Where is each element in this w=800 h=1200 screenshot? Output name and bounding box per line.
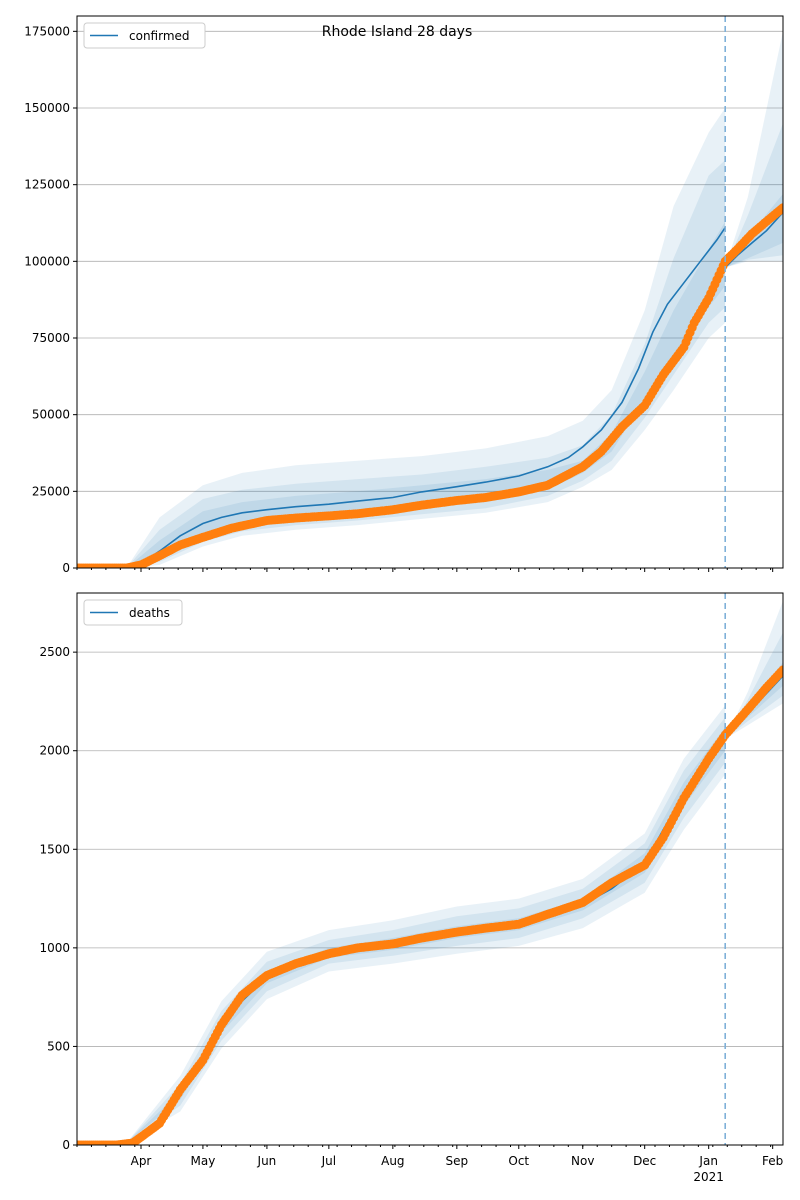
forecast-band: [725, 31, 783, 268]
x-tick-label: Aug: [381, 1154, 404, 1168]
chart-title: Rhode Island 28 days: [322, 24, 473, 40]
y-tick-label: 25000: [32, 484, 70, 498]
x-tick-label: Sep: [446, 1154, 469, 1168]
y-tick-label: 50000: [32, 408, 70, 422]
legend-box: [83, 22, 206, 49]
axes-frame: [76, 592, 784, 1146]
confirmed-panel: 0 25000 50000 75000 100000 125000 150000 175000…: [24, 15, 784, 575]
forecast-band: [725, 123, 783, 268]
legend-box: [83, 599, 183, 626]
forecast-line: [724, 211, 783, 269]
axes-frame: [76, 15, 784, 569]
x-year-label: 2021: [693, 1170, 724, 1184]
y-tick-label: 2500: [39, 645, 70, 659]
observed-points: [77, 665, 783, 1145]
model-line: [77, 227, 726, 568]
deaths-panel: 0 500 1000 1500 2000 2500 Apr May Jun Jul Aug Sep Oc…: [39, 592, 784, 1184]
observed-point: [778, 665, 783, 675]
legend: confirmed: [83, 22, 206, 49]
legend-label: confirmed: [129, 29, 190, 43]
plot-area: [77, 600, 783, 1145]
y-tick-label: 500: [47, 1039, 70, 1053]
legend-label: deaths: [129, 606, 170, 620]
y-tick-label: 0: [62, 1138, 70, 1152]
x-tick-label: Jul: [321, 1154, 336, 1168]
y-tick-label: 75000: [32, 331, 70, 345]
x-tick-label: Dec: [633, 1154, 656, 1168]
observed-point: [778, 203, 783, 213]
y-tick-label: 175000: [24, 24, 70, 38]
y-tick-label: 0: [62, 561, 70, 575]
x-tick-label: Feb: [762, 1154, 783, 1168]
y-tick-label: 100000: [24, 254, 70, 268]
x-tick-label: Jun: [257, 1154, 277, 1168]
uncertainty-band: [126, 717, 726, 1143]
y-tick-label: 2000: [39, 744, 70, 758]
y-tick-label: 150000: [24, 101, 70, 115]
x-tick-label: Apr: [131, 1154, 152, 1168]
plot-area: [77, 31, 783, 568]
x-tick-label: May: [191, 1154, 216, 1168]
uncertainty-band: [126, 705, 726, 1143]
legend: deaths: [83, 599, 183, 626]
x-tick-label: Jan: [698, 1154, 718, 1168]
x-tick-label: Nov: [571, 1154, 594, 1168]
y-tick-label: 1000: [39, 941, 70, 955]
y-tick-label: 125000: [24, 178, 70, 192]
forecast-band: [725, 600, 783, 739]
y-tick-label: 1500: [39, 842, 70, 856]
x-tick-label: Oct: [508, 1154, 529, 1168]
observed-points: [77, 203, 783, 568]
